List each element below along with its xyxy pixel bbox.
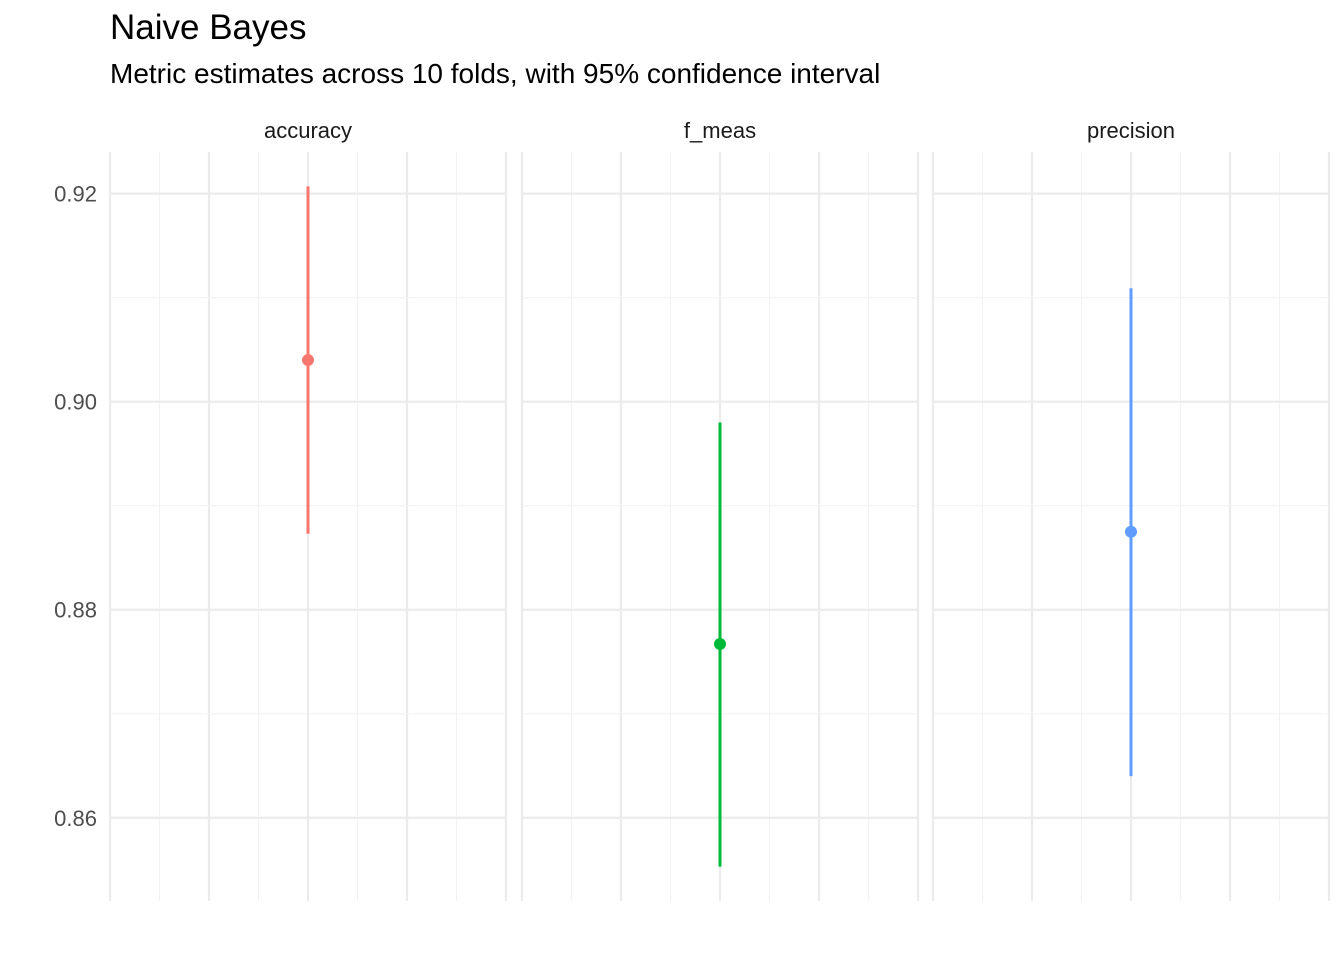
y-tick-label: 0.86 [54,806,97,831]
y-tick-label: 0.92 [54,182,97,207]
facet-strip-label-accuracy: accuracy [264,118,352,143]
chart-subtitle: Metric estimates across 10 folds, with 9… [110,58,881,89]
y-tick-label: 0.90 [54,390,97,415]
estimate-point-accuracy [302,354,314,367]
chart-title: Naive Bayes [110,8,307,47]
grid-layer [108,152,1331,901]
y-tick-label: 0.88 [54,598,97,623]
estimate-point-f_meas [714,638,726,651]
estimate-point-precision [1125,525,1137,538]
data-marks [302,186,1137,867]
facet-strips: accuracy f_meas precision [264,118,1175,143]
facet-strip-label-f_meas: f_meas [684,118,756,143]
facet-strip-label-precision: precision [1087,118,1175,143]
y-axis: 0.86 0.88 0.90 0.92 [54,182,97,831]
